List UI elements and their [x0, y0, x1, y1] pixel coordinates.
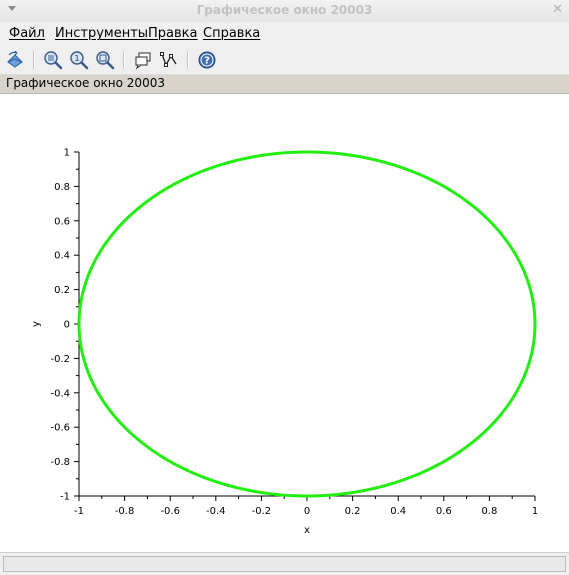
zoom-reset-icon[interactable]: 1: [69, 50, 89, 70]
toolbar: 1 ?: [0, 46, 569, 75]
title-bar: Графическое окно 20003 ✕: [0, 0, 569, 23]
status-bar: [0, 552, 569, 575]
x-tick-label: -0.8: [115, 506, 135, 517]
toolbar-separator: [187, 51, 189, 69]
toolbar-separator: [33, 51, 35, 69]
menu-file[interactable]: Файл: [9, 26, 45, 41]
x-tick-label: -0.2: [252, 506, 272, 517]
x-tick-label: -1: [74, 506, 84, 517]
window-title: Графическое окно 20003: [196, 3, 373, 17]
edit-curve-icon[interactable]: [159, 50, 179, 70]
x-tick-label: 0.2: [345, 506, 361, 517]
zoom-area-icon[interactable]: [95, 50, 115, 70]
x-tick-label: 0: [304, 506, 310, 517]
menu-edit[interactable]: Правка: [148, 26, 198, 41]
y-tick-label: -0.8: [50, 457, 70, 468]
y-tick-label: -1: [60, 492, 70, 503]
zoom-grid-icon[interactable]: [43, 50, 63, 70]
chart[interactable]: -1 -0.8 -0.6 -0.4 -0.2 0 0.2 0.4 0.6 0.8 1 -1 -0.8 -0…: [0, 94, 569, 552]
y-tick-label: 0.8: [54, 182, 70, 193]
window-menu-icon[interactable]: [8, 6, 16, 11]
menu-bar: Файл Инструменты Правка Справка: [0, 22, 569, 46]
svg-text:?: ?: [204, 56, 210, 67]
y-tick-label: 0.4: [54, 251, 70, 262]
figure-caption: Графическое окно 20003: [6, 76, 165, 90]
x-tick-label: 0.6: [436, 506, 452, 517]
x-tick-label: 0.8: [481, 506, 497, 517]
menu-help[interactable]: Справка: [203, 26, 261, 41]
status-field: [3, 556, 566, 572]
y-tick-label: -0.2: [50, 354, 70, 365]
rotate-axes-icon[interactable]: [5, 50, 25, 70]
svg-text:1: 1: [74, 54, 79, 63]
menu-tools[interactable]: Инструменты: [55, 26, 149, 41]
x-tick-label: 1: [532, 506, 538, 517]
x-tick-label: -0.4: [206, 506, 226, 517]
figure-caption-bar: Графическое окно 20003: [0, 75, 569, 94]
help-icon[interactable]: ?: [197, 50, 217, 70]
x-tick-label: 0.4: [390, 506, 406, 517]
x-tick-label: -0.6: [160, 506, 180, 517]
circle-curve: [77, 150, 537, 498]
close-icon[interactable]: ✕: [552, 2, 563, 17]
toolbar-separator: [123, 51, 125, 69]
x-axis-label: x: [304, 525, 310, 536]
y-axis-label: y: [31, 321, 42, 327]
y-tick-label: 0.6: [54, 216, 70, 227]
y-tick-label: 0.2: [54, 285, 70, 296]
plot-area[interactable]: -1 -0.8 -0.6 -0.4 -0.2 0 0.2 0.4 0.6 0.8 1 -1 -0.8 -0…: [0, 94, 569, 552]
y-tick-label: -0.4: [50, 388, 70, 399]
y-tick-label: -0.6: [50, 423, 70, 434]
y-tick-label: 1: [64, 148, 70, 159]
y-tick-label: 0: [64, 320, 70, 331]
datatip-icon[interactable]: [133, 50, 153, 70]
